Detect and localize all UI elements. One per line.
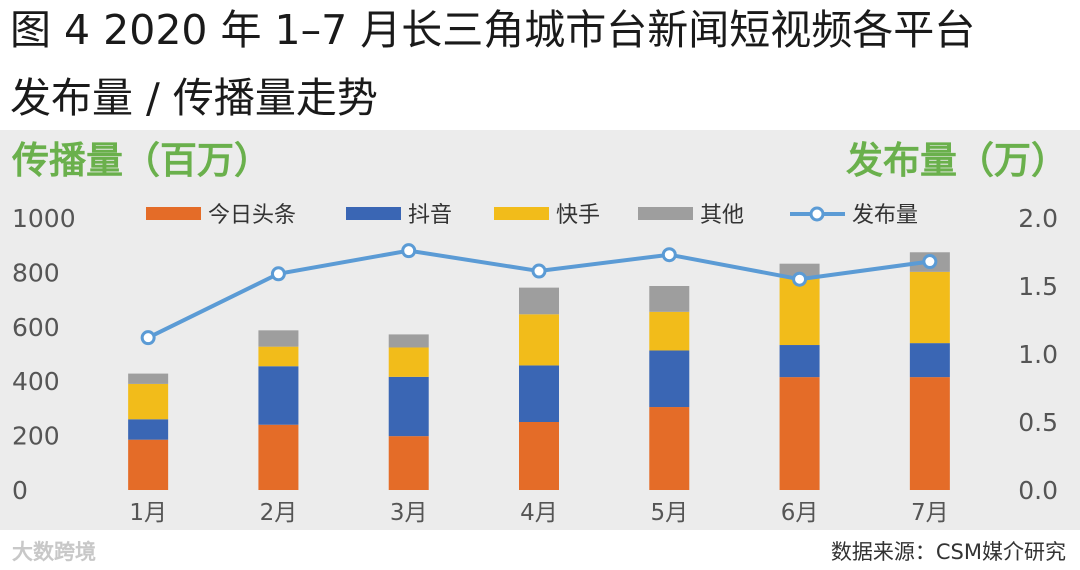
legend-swatch [494,207,549,220]
bar-segment [128,373,169,384]
line-point [270,266,286,282]
bar-segment [388,334,429,348]
legend-swatch [346,207,401,220]
bar-segment [258,346,299,367]
line-point [792,271,808,287]
source-note: 数据来源：CSM媒介研究 [830,540,1066,564]
legend-label: 快手 [556,203,600,228]
bar-segment [128,383,169,420]
y-right-tick-label: 1.5 [1018,272,1058,301]
legend-line-marker [809,206,825,222]
bar-segment [909,377,950,490]
bar-segment [909,271,950,344]
bar-segment [258,366,299,425]
bar-segment [519,365,559,422]
bar-segment [519,287,559,315]
y-left-tick-label: 800 [12,258,60,287]
line-point [140,330,156,346]
bar-segment [519,314,559,366]
y-right-tick-label: 1.0 [1018,340,1058,369]
x-tick-label: 3月 [390,500,428,526]
left-axis-title: 传播量（百万） [11,139,271,182]
bar-segment [649,286,690,312]
bar-segment [258,330,299,347]
bar-segment [649,350,690,408]
y-left-tick-label: 400 [12,367,60,396]
x-tick-label: 5月 [650,500,688,526]
bar-segment [388,436,429,490]
bar-segment [258,424,299,490]
bar-segment [909,343,950,378]
line-point [661,247,677,263]
bar-segment [388,376,429,437]
y-right-tick-label: 0.5 [1018,408,1058,437]
x-tick-label: 6月 [781,500,819,526]
x-tick-label: 7月 [911,500,949,526]
legend-label: 今日头条 [208,203,296,228]
bar-segment [649,311,690,351]
bar-segment [649,407,690,490]
x-tick-label: 1月 [129,500,167,526]
legend-swatch [146,207,201,220]
bar-segment [519,422,559,490]
chart-title-line2: 发布量 / 传播量走势 [10,74,378,122]
line-point [531,263,547,279]
bar-segment [779,277,820,346]
legend-swatch [638,207,693,220]
bar-segment [388,347,429,377]
line-point [922,254,938,270]
bar-segment [128,439,169,490]
legend-label: 其他 [700,203,744,228]
y-right-tick-label: 2.0 [1018,204,1058,233]
bar-segment [779,263,820,278]
legend-label: 抖音 [408,203,452,228]
watermark: 大数跨境 [12,540,96,564]
x-tick-label: 4月 [520,500,558,526]
x-tick-label: 2月 [260,500,298,526]
y-left-tick-label: 1000 [12,204,76,233]
y-left-tick-label: 600 [12,313,60,342]
bar-segment [779,345,820,378]
right-axis-title: 发布量（万） [846,139,1068,182]
y-left-tick-label: 200 [12,422,60,451]
bar-segment [779,377,820,490]
bar-segment [128,419,169,440]
y-right-tick-label: 0.0 [1018,476,1058,505]
legend-label: 发布量 [852,203,918,228]
y-left-tick-label: 0 [12,476,28,505]
line-point [401,243,417,259]
chart-title-line1: 图 4 2020 年 1–7 月长三角城市台新闻短视频各平台 [10,6,976,54]
